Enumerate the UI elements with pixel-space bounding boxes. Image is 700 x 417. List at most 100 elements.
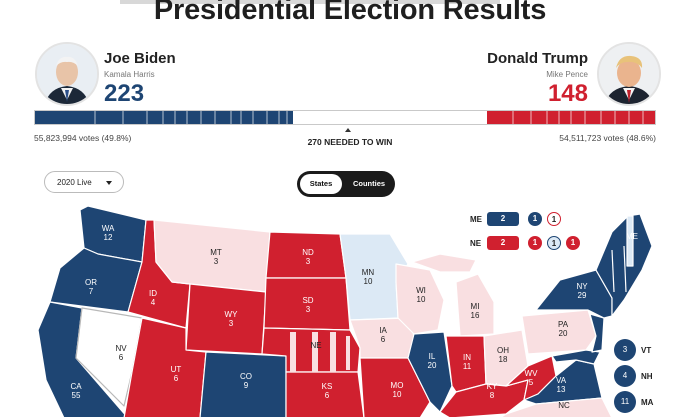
state-label-il[interactable]: IL 20 — [417, 352, 447, 370]
state-label-me[interactable]: ME — [617, 232, 647, 241]
trump-name: Donald Trump — [487, 50, 588, 67]
state-label-id[interactable]: ID 4 — [138, 289, 168, 307]
state-ev: 6 — [118, 353, 124, 362]
state-ev: 18 — [498, 355, 508, 364]
state-ev: 6 — [173, 374, 179, 383]
tab-states[interactable]: States — [300, 174, 342, 194]
state-label-ks[interactable]: KS 6 — [312, 382, 342, 400]
page-title: Presidential Election Results — [153, 0, 547, 26]
state-label-wa[interactable]: WA 12 — [93, 224, 123, 242]
state-ev: 3 — [228, 319, 234, 328]
state-abbr: KY — [486, 382, 498, 391]
chevron-down-icon — [106, 181, 112, 185]
me-district-2: 1 — [547, 212, 561, 226]
state-wi — [395, 263, 445, 335]
state-label-wy[interactable]: WY 3 — [216, 310, 246, 328]
small-state-ma-label: MA — [641, 398, 654, 407]
state-abbr: UT — [170, 365, 182, 374]
state-abbr: CO — [240, 372, 252, 381]
state-ev: 4 — [150, 298, 156, 307]
state-abbr: MI — [470, 302, 480, 311]
state-ev: 7 — [88, 287, 94, 296]
state-label-ky[interactable]: KY 8 — [477, 382, 507, 400]
state-ev: 55 — [71, 391, 81, 400]
state-label-ut[interactable]: UT 6 — [161, 365, 191, 383]
state-co — [199, 351, 287, 417]
state-label-nd[interactable]: ND 3 — [293, 248, 323, 266]
state-me-district-stripe — [626, 215, 634, 267]
state-label-co[interactable]: CO 9 — [231, 372, 261, 390]
rep-ev-dividers — [512, 111, 644, 124]
state-ev: 3 — [305, 257, 311, 266]
state-abbr: WY — [224, 310, 238, 319]
view-toggle[interactable]: States Counties — [297, 171, 395, 197]
state-label-mn[interactable]: MN 10 — [353, 268, 383, 286]
state-ev: 10 — [392, 390, 402, 399]
state-label-ca[interactable]: CA 55 — [61, 382, 91, 400]
small-state-ma-circle[interactable]: 11 — [614, 391, 636, 413]
biden-avatar — [35, 42, 99, 106]
state-ev: 10 — [363, 277, 373, 286]
state-label-ny[interactable]: NY 29 — [567, 282, 597, 300]
trump-popular-votes: 54,511,723 votes (48.6%) — [559, 133, 656, 143]
state-ev: 12 — [103, 233, 113, 242]
state-label-in[interactable]: IN 11 — [452, 353, 482, 371]
state-ev: 11 — [462, 362, 472, 371]
state-ev: 16 — [470, 311, 480, 320]
win-threshold-marker — [345, 128, 351, 132]
state-label-ne[interactable]: NE — [301, 341, 331, 350]
state-nh-divider — [623, 245, 627, 293]
small-state-vt-circle[interactable]: 3 — [614, 339, 636, 361]
state-label-mt[interactable]: MT 3 — [201, 248, 231, 266]
me-district-1: 1 — [528, 212, 542, 226]
state-label-ia[interactable]: IA 6 — [368, 326, 398, 344]
state-ev: 10 — [416, 295, 426, 304]
biden-electoral-votes: 223 — [104, 80, 145, 107]
state-ev: 5 — [528, 378, 534, 387]
state-abbr: SD — [302, 296, 314, 305]
small-state-nh-circle[interactable]: 4 — [614, 365, 636, 387]
small-state-vt-label: VT — [641, 346, 652, 355]
tab-counties[interactable]: Counties — [352, 179, 386, 188]
biden-running-mate: Kamala Harris — [104, 70, 155, 79]
state-abbr: KS — [321, 382, 333, 391]
state-label-pa[interactable]: PA 20 — [548, 320, 578, 338]
state-il — [407, 331, 453, 413]
state-abbr: IL — [428, 352, 436, 361]
state-ne-district-stripes — [290, 332, 350, 372]
ne-district-2: 1 — [547, 236, 561, 250]
state-label-mi[interactable]: MI 16 — [460, 302, 490, 320]
ne-district-1: 1 — [528, 236, 542, 250]
state-abbr: ME — [626, 232, 638, 241]
trump-running-mate: Mike Pence — [546, 70, 588, 79]
state-abbr: WI — [416, 286, 426, 295]
state-label-oh[interactable]: OH 18 — [488, 346, 518, 364]
state-md-de — [551, 349, 601, 365]
state-abbr: NY — [576, 282, 588, 291]
dem-ev-dividers — [94, 111, 288, 124]
state-abbr: WV — [524, 369, 538, 378]
state-label-mo[interactable]: MO 10 — [382, 381, 412, 399]
header-divider — [120, 0, 500, 4]
state-label-nv[interactable]: NV 6 — [106, 344, 136, 362]
state-ev: 9 — [243, 381, 249, 390]
state-label-wv[interactable]: WV 5 — [516, 369, 546, 387]
state-vt-divider — [611, 249, 615, 293]
dem-ev-segment — [35, 111, 293, 124]
state-pa — [521, 309, 597, 355]
state-label-wi[interactable]: WI 10 — [406, 286, 436, 304]
year-select[interactable]: 2020 Live — [44, 171, 124, 193]
state-ev: 6 — [324, 391, 330, 400]
needed-to-win-label: 270 NEEDED TO WIN — [307, 137, 393, 147]
electoral-vote-bar — [34, 110, 656, 125]
state-abbr: IA — [379, 326, 387, 335]
state-mi-upper — [411, 253, 477, 273]
state-ev: 13 — [556, 385, 566, 394]
trump-electoral-votes: 148 — [547, 80, 588, 107]
state-label-va[interactable]: VA 13 — [546, 376, 576, 394]
state-label-nc[interactable]: NC — [549, 401, 579, 410]
state-label-or[interactable]: OR 7 — [76, 278, 106, 296]
state-ev: 29 — [577, 291, 587, 300]
state-abbr: OR — [85, 278, 97, 287]
state-label-sd[interactable]: SD 3 — [293, 296, 323, 314]
